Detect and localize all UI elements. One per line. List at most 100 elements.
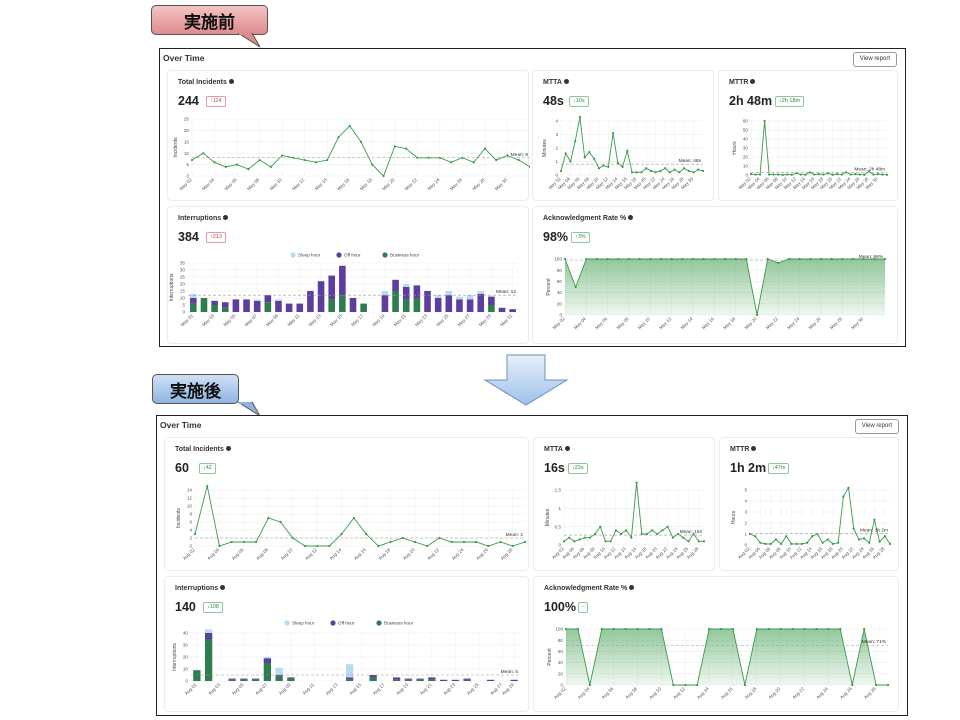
mean-label: Mean: 8 [511,152,529,158]
bar-segment [193,670,201,681]
bar-segment [416,678,424,680]
y-tick-label: 100 [554,257,562,262]
y-tick-label: 0 [185,679,188,684]
y-tick-label: 10 [184,151,190,156]
x-tick-label: May 16 [701,316,716,331]
data-point [664,167,667,170]
data-point [697,168,700,171]
data-point [682,167,686,170]
data-point [805,541,809,544]
data-point [578,538,581,541]
data-point [858,173,861,176]
view-report-button[interactable]: View report [854,419,899,434]
area-fill [566,629,888,685]
bar-segment [509,309,516,312]
ack-rate-chart: 0 20 40 60 80 100 Aug 02 Aug 04 Aug 06 Aug 08 Aug … [547,627,890,700]
x-tick-label: Aug 16 [720,686,734,700]
x-tick-label: May 20 [744,316,759,331]
info-icon[interactable] [628,215,634,220]
legend: Sleep hour Off hour Business hour [284,620,414,626]
data-point [798,257,801,261]
info-icon[interactable] [223,215,229,220]
x-tick-label: May 16 [336,177,351,192]
y-tick-label: 20 [743,155,749,160]
x-tick-label: Aug 15 [348,682,362,696]
data-point [851,257,855,261]
legend-marker [336,252,342,258]
area-fill [565,259,885,315]
data-point [678,171,681,174]
y-tick-label: 10 [183,667,189,672]
data-point [676,532,680,536]
data-point [841,257,844,261]
series-line [563,482,704,542]
data-point [472,161,475,164]
card-title: Interruptions [175,585,226,592]
data-point [573,540,576,543]
x-tick-label: Aug 28 [872,546,886,560]
y-tick-label: 12 [187,496,193,501]
legend-label: Business hour [384,621,414,626]
card-title: Acknowledgment Rate % [544,585,635,592]
y-tick-label: 4 [744,499,747,504]
dashboard-title: Over Time [160,420,202,430]
x-tick-label: May 21 [393,313,408,328]
dashboard-title: Over Time [163,53,205,63]
y-tick-label: 100 [555,627,563,632]
data-point [348,124,351,127]
info-icon[interactable] [225,446,231,451]
y-tick-label: 3 [555,132,558,137]
x-tick-label: Aug 05 [231,682,245,696]
view-report-button[interactable]: View report [852,52,897,67]
bar-segment [190,298,197,304]
info-icon[interactable] [228,79,234,84]
x-tick-label: May 30 [850,316,865,331]
info-icon[interactable] [564,446,570,451]
mean-label: Mean: 71% [862,639,887,645]
x-tick-label: Aug 26 [839,686,853,700]
data-point [595,257,599,261]
mean-label: Mean: 48s [679,158,702,164]
data-point [583,536,586,539]
data-point [267,516,270,520]
data-point [281,154,284,157]
card-value: 140 [175,600,196,614]
info-icon[interactable] [750,79,756,84]
info-icon[interactable] [629,585,635,590]
data-point [862,537,866,540]
info-icon[interactable] [563,79,569,84]
x-tick-label: Aug 20 [768,686,782,700]
bar-segment [392,679,401,681]
bar-segment [466,299,474,312]
after-label: 実施後 [152,374,239,404]
bar-segment [287,677,295,679]
bar-segment [264,302,272,312]
info-icon[interactable] [220,585,226,590]
x-tick-label: Aug 20 [402,547,416,561]
ack-rate-chart: 0 20 40 60 80 100 May 02 May 04 May 06 May 08 May … [546,254,887,331]
info-icon[interactable] [751,446,757,451]
x-tick-label: May 14 [680,316,695,331]
data-point [673,168,676,171]
data-point [779,627,782,631]
trend-badge: ↓47m [768,463,790,474]
data-point [649,169,653,173]
data-point [654,171,657,174]
bar-segment [413,285,421,298]
bar-segment [445,291,453,296]
data-point [258,158,261,162]
y-tick-label: 80 [557,268,563,273]
x-tick-label: May 27 [457,313,472,328]
data-point [611,132,615,135]
data-point [842,495,845,498]
x-tick-label: May 05 [222,313,237,328]
data-point [827,627,830,631]
bar-segment [402,284,410,287]
x-tick-label: Aug 25 [466,682,480,696]
data-point [660,627,663,631]
bar-segment [211,305,218,312]
series-line [566,628,888,686]
x-tick-label: May 22 [404,177,419,192]
bar-segment [466,295,474,300]
